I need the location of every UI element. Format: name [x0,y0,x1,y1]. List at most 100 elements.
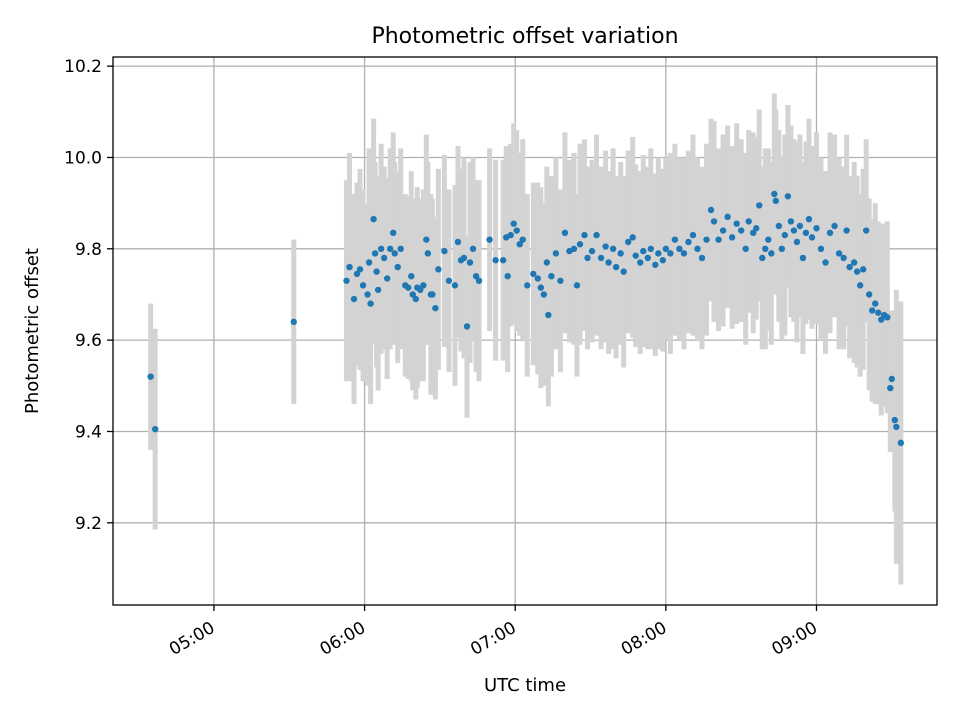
data-point [548,273,555,280]
data-point [655,250,662,257]
chart-title: Photometric offset variation [371,24,678,49]
data-point [350,295,358,303]
data-point [561,229,569,237]
data-point [545,311,552,319]
data-point [588,247,596,255]
data-point [742,245,749,252]
data-point [724,213,731,221]
data-point [524,282,531,289]
data-point [573,282,581,289]
data-point [733,220,740,227]
data-point [835,250,843,257]
data-point [759,254,766,262]
data-point [374,286,382,294]
data-point [805,215,813,223]
data-point [394,263,401,271]
data-point [856,282,864,289]
data-point [409,291,416,298]
data-point [367,300,374,307]
data-point [516,241,523,248]
data-point [389,229,397,237]
y-tick-label: 10.0 [64,148,102,168]
data-point [707,206,715,214]
data-point [710,218,718,225]
data-point [872,300,879,307]
data-point [370,215,377,223]
data-point [593,231,600,239]
data-point [492,257,499,264]
data-point [530,270,537,278]
data-point [644,254,651,262]
y-axis-label: Photometric offset [22,248,43,414]
data-point [343,277,350,284]
data-point [151,425,159,433]
data-point [408,273,415,280]
data-point [371,250,379,257]
data-point [460,254,468,262]
data-point [831,222,838,230]
data-point [540,291,548,298]
y-tick-label: 9.2 [75,514,102,534]
data-point [765,236,772,243]
data-point [737,227,745,234]
data-point [762,245,769,252]
data-point [659,257,667,264]
data-point [703,236,710,243]
data-point [513,227,520,234]
data-point [377,245,385,252]
data-point [888,375,896,383]
data-point [632,252,639,259]
data-point [519,236,526,243]
y-tick-label: 9.6 [75,331,102,351]
data-point [359,282,367,289]
data-point [605,259,612,266]
data-point [417,286,424,294]
data-point [685,238,692,246]
data-point [676,245,683,252]
data-point [640,247,647,255]
data-point [499,257,507,264]
data-point [826,229,834,237]
data-point [771,190,778,198]
data-point [466,259,474,266]
data-point [866,291,873,298]
data-point [850,259,858,266]
data-point [772,197,780,205]
data-point [454,238,462,246]
data-point [680,250,688,257]
data-point [510,220,517,227]
data-point [869,307,876,314]
data-point [609,245,617,252]
data-point [602,243,609,250]
data-point [380,254,388,262]
data-point [356,266,364,273]
data-point [435,266,442,273]
data-point [652,261,659,268]
data-point [813,225,820,232]
data-point [469,245,477,252]
y-tick-label: 9.4 [75,422,102,442]
data-point [862,227,870,234]
data-point [750,229,757,237]
data-points [147,190,905,447]
data-point [875,309,882,316]
data-point [581,231,588,239]
data-point [620,268,627,275]
y-tick-label: 10.2 [64,57,102,77]
data-point [543,259,551,266]
data-point [817,245,825,252]
data-point [840,254,847,262]
data-point [463,323,471,330]
data-point [504,273,511,280]
data-point [753,225,760,232]
data-point [445,277,453,284]
data-point [423,236,430,243]
data-point [353,270,361,278]
data-point [629,234,636,241]
data-point [745,218,752,225]
data-point [787,218,795,225]
data-point [859,266,867,273]
data-point [799,254,807,262]
data-point [386,245,394,252]
